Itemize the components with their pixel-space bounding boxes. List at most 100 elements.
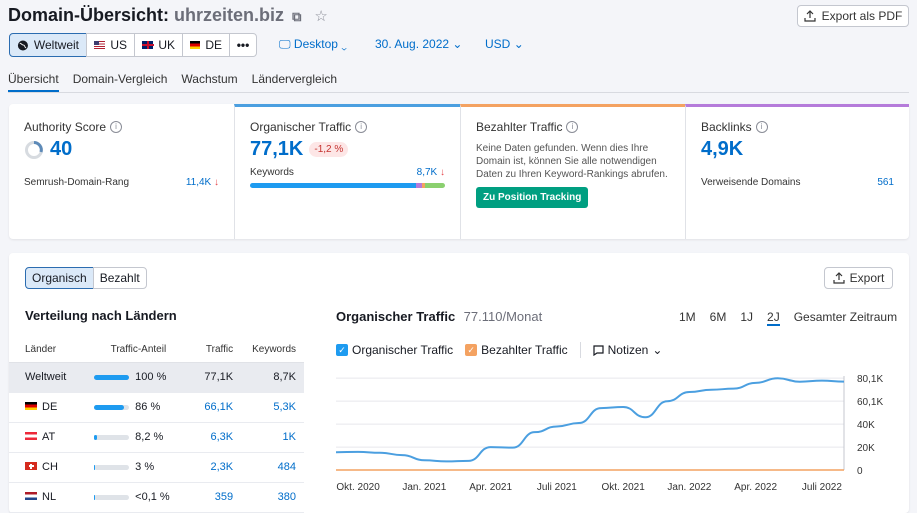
table-row[interactable]: DE 86 % 66,1K 5,3K [9, 392, 304, 423]
x-tick-label: Jan. 2021 [402, 482, 446, 493]
x-tick-label: Okt. 2020 [336, 482, 380, 493]
x-tick-label: Juli 2021 [537, 482, 577, 493]
summary-cards: Authority Score i 40 Semrush-Domain-Rang… [9, 104, 909, 239]
toggle-bezahlt[interactable]: Bezahlt [92, 267, 147, 289]
legend-paid-label: Bezahlter Traffic [481, 343, 568, 357]
notes-dropdown[interactable]: Notizen ⌄ [593, 343, 663, 357]
domain-link[interactable]: uhrzeiten.biz [174, 5, 285, 25]
paid-traffic-title: Bezahlter Traffic i [476, 120, 670, 134]
country-cell: DE [9, 392, 89, 423]
backlinks-label: Backlinks [701, 120, 752, 134]
keywords-value[interactable]: 484 [241, 452, 304, 483]
page-header: Domain-Übersicht: uhrzeiten.biz ⧉ ☆ Expo… [0, 0, 917, 93]
more-regions-button[interactable]: ••• [229, 33, 257, 57]
keywords-value[interactable]: 1K [241, 422, 304, 453]
keywords-value[interactable]: 5,3K [241, 392, 304, 423]
table-row[interactable]: AT 8,2 % 6,3K 1K [9, 422, 304, 453]
share-value: 100 % [135, 371, 167, 383]
legend-organic[interactable]: ✓ Organischer Traffic [336, 343, 453, 357]
currency-dropdown[interactable]: USD ⌄ [485, 37, 524, 51]
y-tick-label: 20K [857, 443, 875, 454]
chevron-down-icon: ⌄ [652, 343, 663, 357]
share-bar [94, 494, 130, 500]
legend-paid[interactable]: ✓ Bezahlter Traffic [465, 343, 568, 357]
globe-icon [17, 39, 28, 51]
range-6m[interactable]: 6M [709, 310, 727, 324]
page-title: Domain-Übersicht: uhrzeiten.biz ⧉ ☆ [8, 5, 328, 26]
date-dropdown[interactable]: 30. Aug. 2022 ⌄ [375, 37, 462, 51]
backlinks-value[interactable]: 4,9K [701, 138, 744, 160]
range-gesamt[interactable]: Gesamter Zeitraum [793, 310, 898, 324]
region-weltweit[interactable]: Weltweit [9, 33, 87, 57]
info-icon[interactable]: i [566, 121, 579, 133]
table-row[interactable]: Weltweit 100 % 77,1K 8,7K [9, 362, 304, 393]
keywords-value[interactable]: 8,7K [416, 167, 438, 178]
keywords-value[interactable]: 380 [241, 482, 304, 513]
info-icon[interactable]: i [110, 121, 123, 133]
region-de[interactable]: DE [182, 33, 230, 57]
authority-score-value: 40 [50, 138, 73, 160]
x-tick-label: Okt. 2021 [601, 482, 645, 493]
flag-de-icon [25, 402, 37, 410]
export-button[interactable]: Export [824, 267, 893, 289]
tabs-divider [8, 92, 909, 93]
domain-rank-label: Semrush-Domain-Rang [24, 177, 130, 188]
info-icon[interactable]: i [355, 121, 368, 133]
flag-nl-icon [25, 492, 37, 500]
keywords-label: Keywords [250, 167, 294, 178]
referring-domains-label: Verweisende Domains [701, 177, 801, 188]
countries-title: Verteilung nach Ländern [25, 308, 177, 323]
flag-at-icon [25, 432, 37, 440]
range-2j[interactable]: 2J [767, 310, 780, 326]
export-pdf-label: Export als PDF [821, 9, 903, 23]
region-us[interactable]: US [86, 33, 135, 57]
traffic-value[interactable]: 2,3K [196, 452, 242, 483]
share-value: 8,2 % [135, 431, 164, 443]
referring-domains-value[interactable]: 561 [877, 177, 894, 188]
export-pdf-button[interactable]: Export als PDF [797, 5, 909, 27]
flag-ch-icon [25, 462, 37, 470]
traffic-value[interactable]: 6,3K [196, 422, 242, 453]
keywords-value: 8,7K [241, 362, 304, 393]
device-dropdown[interactable]: 🖵 Desktop ⌄ [279, 37, 347, 52]
country-cell: Weltweit [9, 362, 89, 393]
traffic-value[interactable]: 359 [196, 482, 242, 513]
backlinks-title: Backlinks i [701, 120, 894, 134]
region-uk[interactable]: UK [134, 33, 183, 57]
range-selector: 1M 6M 1J 2J Gesamter Zeitraum [679, 310, 897, 326]
range-1m[interactable]: 1M [679, 310, 696, 324]
table-row[interactable]: NL <0,1 % 359 380 [9, 482, 304, 513]
info-icon[interactable]: i [755, 121, 768, 133]
flag-uk-icon [142, 41, 154, 49]
organic-traffic-value[interactable]: 77,1K [250, 138, 304, 160]
region-de-label: DE [205, 38, 222, 52]
checkbox-checked-icon[interactable]: ✓ [336, 344, 348, 356]
col-traffic-anteil: Traffic-Anteil [88, 338, 197, 363]
domain-rank-value[interactable]: 11,4K [185, 177, 212, 188]
share-bar [94, 374, 130, 380]
keywords-distribution-bar [250, 183, 445, 188]
table-row[interactable]: CH 3 % 2,3K 484 [9, 452, 304, 483]
export-label: Export [849, 271, 885, 285]
region-uk-label: UK [158, 38, 175, 52]
y-tick-label: 60,1K [857, 397, 883, 408]
tab-wachstum[interactable]: Wachstum [181, 72, 238, 86]
position-tracking-button[interactable]: Zu Position Tracking [476, 187, 589, 208]
paid-traffic-card: Bezahlter Traffic i Keine Daten gefunden… [460, 104, 685, 239]
traffic-value[interactable]: 66,1K [196, 392, 242, 423]
toggle-organisch[interactable]: Organisch [25, 267, 94, 289]
share-value: 3 % [135, 461, 155, 473]
page-title-label: Domain-Übersicht: [8, 5, 170, 25]
country-cell: CH [9, 452, 89, 483]
traffic-type-toggle: Organisch Bezahlt [25, 267, 147, 289]
checkbox-checked-icon[interactable]: ✓ [465, 344, 478, 356]
tab-laendervergleich[interactable]: Ländervergleich [251, 72, 338, 86]
tab-uebersicht[interactable]: Übersicht [8, 72, 59, 92]
range-1j[interactable]: 1J [740, 310, 754, 324]
tab-domain-vergleich[interactable]: Domain-Vergleich [72, 72, 168, 86]
star-icon[interactable]: ☆ [314, 8, 328, 25]
countries-table: Länder Traffic-Anteil Traffic Keywords W… [9, 338, 304, 513]
x-tick-label: Juli 2022 [802, 482, 842, 493]
notes-label: Notizen [607, 343, 649, 357]
external-link-icon[interactable]: ⧉ [292, 9, 302, 24]
